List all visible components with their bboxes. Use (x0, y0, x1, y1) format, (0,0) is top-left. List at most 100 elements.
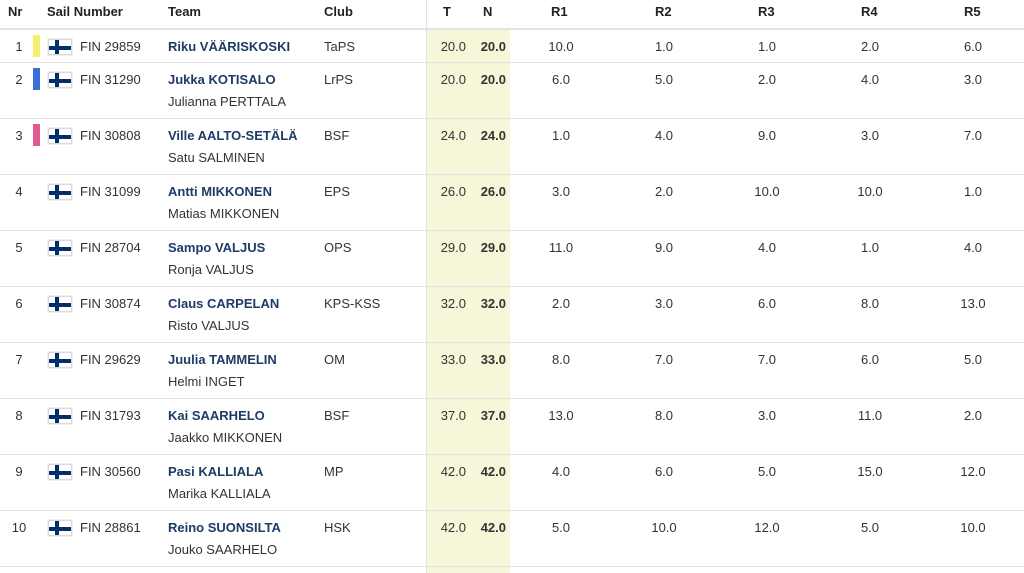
position-color-marker (33, 124, 40, 146)
finland-flag-icon (48, 464, 72, 480)
skipper-name-link[interactable]: Juulia TAMMELIN (168, 352, 277, 367)
score-r5: 1.0 (963, 184, 983, 199)
finland-flag-icon (48, 72, 72, 88)
score-r1: 3.0 (551, 184, 571, 199)
score-r2: 3.0 (654, 296, 674, 311)
score-r4: 4.0 (860, 72, 880, 87)
header-net[interactable]: N (483, 4, 493, 19)
table-row[interactable]: 5 FIN 28704 Sampo VALJUS Ronja VALJUS OPS 29.… (0, 231, 1024, 287)
header-r1[interactable]: R1 (551, 4, 568, 19)
table-row[interactable]: 7 FIN 29629 Juulia TAMMELIN Helmi INGET OM 33… (0, 343, 1024, 399)
score-r5: 2.0 (963, 408, 983, 423)
table-row[interactable]: 4 FIN 31099 Antti MIKKONEN Matias MIKKONEN E… (0, 175, 1024, 231)
rank-number: 2 (15, 72, 23, 87)
score-r1: 8.0 (551, 352, 571, 367)
score-total: 42.0 (440, 464, 466, 479)
skipper-name-link[interactable]: Sampo VALJUS (168, 240, 266, 255)
table-row[interactable]: 8 FIN 31793 Kai SAARHELO Jaakko MIKKONEN BSF… (0, 399, 1024, 455)
score-total: 20.0 (440, 72, 466, 87)
score-r1: 2.0 (551, 296, 571, 311)
sail-number: FIN 29629 (80, 352, 141, 367)
score-r5: 10.0 (960, 520, 986, 535)
skipper-name-link[interactable]: Jukka KOTISALO (168, 72, 276, 87)
header-r2[interactable]: R2 (655, 4, 672, 19)
rank-number: 3 (15, 128, 23, 143)
rank-number: 5 (15, 240, 23, 255)
score-net: 37.0 (480, 408, 506, 423)
score-r3: 9.0 (757, 128, 777, 143)
header-sail-number[interactable]: Sail Number (47, 4, 123, 19)
table-header: Nr Sail Number Team Club T N R1 R2 R3 R4… (0, 0, 1024, 30)
club-name: MP (324, 464, 344, 479)
sail-number: FIN 29859 (80, 39, 141, 54)
score-r5: 6.0 (963, 39, 983, 54)
score-r1: 13.0 (548, 408, 574, 423)
score-net: 42.0 (480, 520, 506, 535)
header-r4[interactable]: R4 (861, 4, 878, 19)
skipper-name-link[interactable]: Claus CARPELAN (168, 296, 280, 311)
score-r3: 5.0 (757, 464, 777, 479)
score-r1: 1.0 (551, 128, 571, 143)
table-row[interactable]: 6 FIN 30874 Claus CARPELAN Risto VALJUS KPS-… (0, 287, 1024, 343)
table-row[interactable]: 2 FIN 31290 Jukka KOTISALO Julianna PERTTAL… (0, 63, 1024, 119)
header-club[interactable]: Club (324, 4, 353, 19)
sail-number: FIN 30808 (80, 128, 141, 143)
skipper-name-link[interactable]: Pasi KALLIALA (168, 464, 264, 479)
score-r4: 3.0 (860, 128, 880, 143)
crew-name: Risto VALJUS (168, 318, 250, 333)
score-net: 33.0 (480, 352, 506, 367)
crew-name: Satu SALMINEN (168, 150, 265, 165)
skipper-name-link[interactable]: Reino SUONSILTA (168, 520, 281, 535)
score-total: 42.0 (440, 520, 466, 535)
header-r3[interactable]: R3 (758, 4, 775, 19)
club-name: TaPS (324, 39, 356, 54)
score-net: 26.0 (480, 184, 506, 199)
finland-flag-icon (48, 296, 72, 312)
sail-number: FIN 28861 (80, 520, 141, 535)
score-r2: 5.0 (654, 72, 674, 87)
score-r3: 2.0 (757, 72, 777, 87)
club-name: OPS (324, 240, 352, 255)
score-r3: 4.0 (757, 240, 777, 255)
skipper-name-link[interactable]: Riku VÄÄRISKOSKI (168, 39, 291, 54)
position-color-marker (33, 35, 40, 57)
score-r1: 4.0 (551, 464, 571, 479)
club-name: BSF (324, 408, 350, 423)
crew-name: Marika KALLIALA (168, 486, 271, 501)
table-row[interactable]: 1 FIN 29859 Riku VÄÄRISKOSKI TaPS 20.0 20.0 10… (0, 30, 1024, 63)
table-row[interactable]: 10 FIN 28861 Reino SUONSILTA Jouko SAARHELO… (0, 511, 1024, 567)
score-total: 33.0 (440, 352, 466, 367)
skipper-name-link[interactable]: Ville AALTO-SETÄLÄ (168, 128, 298, 143)
table-row[interactable]: 3 FIN 30808 Ville AALTO-SETÄLÄ Satu SALMINE… (0, 119, 1024, 175)
club-name: OM (324, 352, 345, 367)
score-r1: 5.0 (551, 520, 571, 535)
table-row[interactable]: 9 FIN 30560 Pasi KALLIALA Marika KALLIALA MP… (0, 455, 1024, 511)
score-total: 26.0 (440, 184, 466, 199)
net-column-highlight (426, 30, 510, 573)
crew-name: Jaakko MIKKONEN (168, 430, 283, 445)
header-total[interactable]: T (443, 4, 451, 19)
header-team[interactable]: Team (168, 4, 201, 19)
score-r3: 7.0 (757, 352, 777, 367)
score-r4: 2.0 (860, 39, 880, 54)
crew-name: Ronja VALJUS (168, 262, 254, 277)
score-r1: 11.0 (548, 240, 574, 255)
score-r5: 13.0 (960, 296, 986, 311)
sail-number: FIN 30560 (80, 464, 141, 479)
score-r4: 6.0 (860, 352, 880, 367)
skipper-name-link[interactable]: Antti MIKKONEN (168, 184, 272, 199)
rank-number: 8 (15, 408, 23, 423)
score-r3: 6.0 (757, 296, 777, 311)
sail-number: FIN 31099 (80, 184, 141, 199)
table-body: 1 FIN 29859 Riku VÄÄRISKOSKI TaPS 20.0 20.0 10… (0, 30, 1024, 567)
header-nr[interactable]: Nr (8, 4, 23, 19)
rank-number: 7 (15, 352, 23, 367)
header-r5[interactable]: R5 (964, 4, 981, 19)
finland-flag-icon (48, 240, 72, 256)
score-r5: 3.0 (963, 72, 983, 87)
skipper-name-link[interactable]: Kai SAARHELO (168, 408, 265, 423)
score-r2: 9.0 (654, 240, 674, 255)
sail-number: FIN 30874 (80, 296, 141, 311)
score-r2: 7.0 (654, 352, 674, 367)
score-r4: 8.0 (860, 296, 880, 311)
